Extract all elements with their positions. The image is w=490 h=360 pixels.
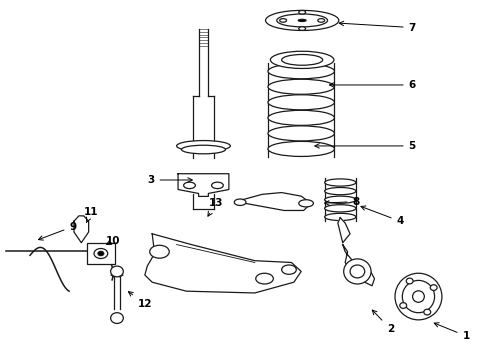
Ellipse shape bbox=[266, 10, 339, 31]
FancyBboxPatch shape bbox=[87, 243, 115, 264]
Ellipse shape bbox=[430, 285, 437, 291]
Polygon shape bbox=[145, 234, 301, 293]
Text: 9: 9 bbox=[39, 222, 76, 240]
Ellipse shape bbox=[268, 141, 334, 157]
Ellipse shape bbox=[325, 213, 356, 221]
Ellipse shape bbox=[282, 54, 323, 65]
Ellipse shape bbox=[299, 27, 306, 30]
Polygon shape bbox=[343, 244, 374, 286]
Ellipse shape bbox=[280, 19, 287, 22]
Text: 8: 8 bbox=[324, 197, 360, 207]
Ellipse shape bbox=[325, 196, 356, 203]
Ellipse shape bbox=[282, 265, 296, 274]
Polygon shape bbox=[178, 174, 229, 197]
Ellipse shape bbox=[325, 188, 356, 195]
Ellipse shape bbox=[256, 273, 273, 284]
Ellipse shape bbox=[176, 140, 230, 151]
Ellipse shape bbox=[325, 205, 356, 212]
Ellipse shape bbox=[277, 14, 328, 27]
Ellipse shape bbox=[268, 110, 334, 125]
Text: 13: 13 bbox=[208, 198, 223, 216]
Polygon shape bbox=[338, 218, 350, 243]
Ellipse shape bbox=[270, 51, 334, 68]
Ellipse shape bbox=[268, 126, 334, 141]
Ellipse shape bbox=[234, 199, 246, 206]
Ellipse shape bbox=[98, 251, 104, 256]
Ellipse shape bbox=[406, 278, 413, 284]
Text: 2: 2 bbox=[372, 310, 394, 334]
Ellipse shape bbox=[400, 303, 407, 309]
Ellipse shape bbox=[318, 19, 325, 22]
Ellipse shape bbox=[298, 19, 306, 22]
Ellipse shape bbox=[268, 79, 334, 94]
Ellipse shape bbox=[424, 309, 431, 315]
Text: 4: 4 bbox=[361, 206, 404, 226]
Ellipse shape bbox=[343, 259, 371, 284]
Ellipse shape bbox=[402, 280, 435, 313]
Ellipse shape bbox=[299, 10, 306, 14]
Text: 1: 1 bbox=[434, 323, 470, 341]
Ellipse shape bbox=[184, 182, 196, 189]
Ellipse shape bbox=[150, 245, 169, 258]
Polygon shape bbox=[235, 193, 311, 211]
Ellipse shape bbox=[325, 179, 356, 186]
Ellipse shape bbox=[111, 266, 123, 277]
Text: 6: 6 bbox=[329, 80, 416, 90]
Text: 3: 3 bbox=[147, 175, 192, 185]
Ellipse shape bbox=[111, 313, 123, 323]
Text: 7: 7 bbox=[339, 21, 416, 33]
Ellipse shape bbox=[413, 291, 424, 302]
Ellipse shape bbox=[268, 95, 334, 110]
Text: 11: 11 bbox=[84, 207, 98, 222]
Text: 5: 5 bbox=[315, 141, 416, 151]
Ellipse shape bbox=[299, 200, 314, 207]
Text: 10: 10 bbox=[106, 236, 121, 246]
Text: 12: 12 bbox=[128, 292, 152, 309]
Ellipse shape bbox=[94, 248, 108, 258]
Ellipse shape bbox=[212, 182, 223, 189]
Ellipse shape bbox=[268, 64, 334, 79]
Polygon shape bbox=[74, 216, 89, 243]
Ellipse shape bbox=[181, 145, 225, 154]
Ellipse shape bbox=[350, 265, 365, 278]
Ellipse shape bbox=[395, 273, 442, 320]
